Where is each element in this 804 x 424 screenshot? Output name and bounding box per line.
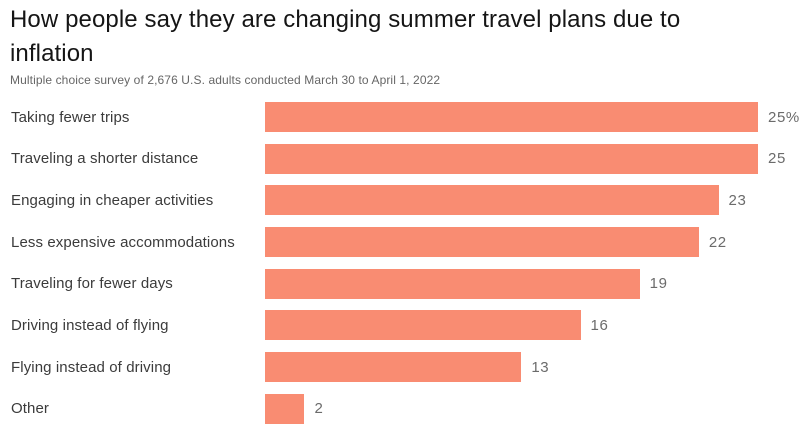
bar	[265, 393, 305, 424]
category-label: Engaging in cheaper activities	[11, 191, 214, 209]
bar	[265, 227, 699, 258]
value-label: 25	[768, 150, 786, 168]
category-label: Other	[11, 400, 50, 418]
bar-row: Flying instead of driving 13	[0, 352, 804, 383]
value-label: 19	[649, 275, 668, 293]
chart-subtitle: Multiple choice survey of 2,676 U.S. adu…	[10, 73, 441, 87]
bar	[265, 143, 758, 174]
value-label: 2	[314, 400, 324, 418]
bar-chart: Taking fewer trips 25% Traveling a shorter…	[0, 102, 804, 424]
value-label: 16	[590, 316, 609, 334]
bar-row: Traveling for fewer days 19	[0, 268, 804, 299]
value-label: 13	[531, 358, 550, 376]
bar	[265, 310, 581, 341]
bar	[265, 268, 640, 299]
category-label: Traveling for fewer days	[11, 275, 173, 293]
bar-row: Other 2	[0, 393, 804, 424]
value-label: 23	[728, 191, 747, 209]
bar	[265, 102, 758, 132]
value-label: 25%	[768, 108, 800, 126]
category-label: Traveling a shorter distance	[11, 150, 199, 168]
category-label: Less expensive accommodations	[11, 233, 235, 251]
category-label: Flying instead of driving	[11, 358, 172, 376]
bar	[265, 185, 719, 216]
bar-row: Traveling a shorter distance 25	[0, 143, 804, 174]
category-label: Taking fewer trips	[11, 108, 130, 126]
bar-row: Taking fewer trips 25%	[0, 102, 804, 132]
bar-row: Engaging in cheaper activities 23	[0, 185, 804, 216]
bar	[265, 352, 522, 383]
bar-row: Driving instead of flying 16	[0, 310, 804, 341]
value-label: 22	[708, 233, 727, 251]
category-label: Driving instead of flying	[11, 316, 169, 334]
chart-title: How people say they are changing summer …	[10, 6, 681, 67]
bar-row: Less expensive accommodations 22	[0, 227, 804, 258]
